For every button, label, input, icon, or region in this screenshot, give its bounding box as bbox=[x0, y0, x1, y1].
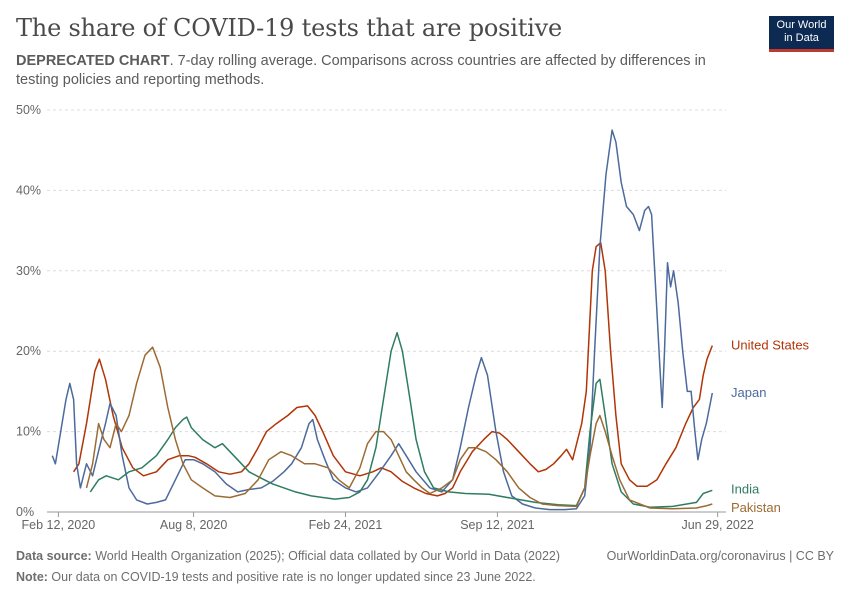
series-line-india bbox=[89, 331, 713, 508]
x-tick-label: Feb 24, 2021 bbox=[309, 518, 383, 532]
y-gridlines bbox=[47, 109, 726, 513]
chart-subtitle: DEPRECATED CHART. 7-day rolling average.… bbox=[16, 52, 736, 90]
y-tick-label: 10% bbox=[16, 425, 41, 439]
subtitle-deprecated-label: DEPRECATED CHART bbox=[16, 53, 170, 69]
source-text: World Health Organization (2025); Offici… bbox=[91, 549, 561, 563]
y-tick-label: 30% bbox=[16, 264, 41, 278]
footer-source: Data source: World Health Organization (… bbox=[16, 549, 834, 563]
x-tick-label: Jun 29, 2022 bbox=[681, 518, 753, 532]
chart-title: The share of COVID-19 tests that are pos… bbox=[16, 14, 562, 42]
series-label-japan: Japan bbox=[731, 385, 766, 400]
y-tick-label: 20% bbox=[16, 344, 41, 358]
subtitle-text: . 7-day rolling average. Comparisons acr… bbox=[16, 53, 706, 88]
series-labels: United States Japan India Pakistan bbox=[731, 338, 810, 515]
series-label-pakistan: Pakistan bbox=[731, 500, 781, 515]
y-tick-label: 0% bbox=[16, 505, 34, 519]
series-label-india: India bbox=[731, 481, 760, 496]
series-line-united-states bbox=[72, 241, 713, 497]
series-lines bbox=[51, 129, 714, 511]
note-label: Note: bbox=[16, 570, 48, 584]
logo-line-2: in Data bbox=[784, 31, 819, 44]
y-axis: 0% 10% 20% 30% 40% 50% bbox=[16, 103, 41, 519]
series-label-united-states: United States bbox=[731, 338, 810, 353]
credit-link[interactable]: OurWorldinData.org/coronavirus | CC BY bbox=[606, 549, 834, 563]
x-axis: Feb 12, 2020 Aug 8, 2020 Feb 24, 2021 Sep 1… bbox=[22, 512, 754, 532]
series-line-japan bbox=[51, 129, 714, 511]
series-line-pakistan bbox=[85, 346, 713, 510]
note-text: Our data on COVID-19 tests and positive … bbox=[47, 570, 536, 584]
x-tick-label: Feb 12, 2020 bbox=[22, 518, 96, 532]
source-label: Data source: bbox=[16, 549, 92, 563]
logo-line-1: Our World bbox=[776, 19, 827, 31]
y-tick-label: 50% bbox=[16, 103, 41, 117]
y-tick-label: 40% bbox=[16, 183, 41, 197]
owid-logo[interactable]: Our World in Data bbox=[769, 16, 834, 52]
x-tick-label: Sep 12, 2021 bbox=[460, 518, 534, 532]
footer-note: Note: Our data on COVID-19 tests and pos… bbox=[16, 570, 536, 584]
x-tick-label: Aug 8, 2020 bbox=[160, 518, 227, 532]
